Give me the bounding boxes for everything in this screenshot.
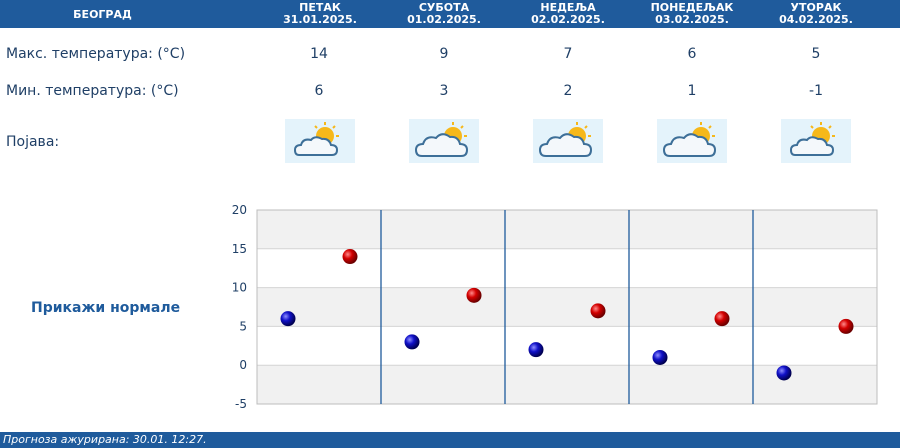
sun-behind-cloud-icon [781,119,851,163]
min-temp-point [528,342,544,358]
grid-band [257,326,877,366]
cloud-with-sun-icon [533,119,603,163]
y-tick-label: 10 [232,281,247,295]
max-temp-value: 6 [687,46,697,62]
y-tick-label: 20 [232,203,247,217]
day-date: 02.02.2025. [531,13,605,26]
max-temp-value: 7 [563,46,573,62]
city-name: БЕОГРАД [73,7,132,21]
min-temp-value: 3 [439,83,449,99]
day-date: 31.01.2025. [283,13,357,26]
grid-band [257,248,877,288]
phenomenon-label: Појава: [6,134,60,150]
min-temp-label: Мин. температура: (°C) [6,83,179,99]
y-tick-label: -5 [235,397,247,411]
day-header-5: УТОРАК 04.02.2025. [754,0,878,28]
min-temp-point [404,334,420,350]
day-date: 03.02.2025. [655,13,729,26]
y-tick-label: 0 [239,358,247,372]
day-name: СУБОТА [418,1,470,14]
day-name: НЕДЕЉА [540,1,596,14]
sun-behind-cloud-icon [285,119,355,163]
max-temp-point [714,311,730,327]
cloud-with-sun-icon [657,119,727,163]
day-header-3: НЕДЕЉА 02.02.2025. [506,0,630,28]
day-header-1: ПЕТАК 31.01.2025. [258,0,382,28]
min-temp-point [776,365,792,381]
min-temp-value: -1 [809,83,823,99]
plot-border [256,209,878,405]
day-header-2: СУБОТА 01.02.2025. [382,0,506,28]
show-normals-link[interactable]: Прикажи нормале [31,300,181,316]
day-name: ПОНЕДЕЉАК [650,1,734,14]
forecast-header: БЕОГРАД ПЕТАК 31.01.2025. СУБОТА 01.02.2… [0,0,900,28]
max-temp-point [466,287,482,303]
max-temp-value: 5 [811,46,821,62]
max-temp-value: 9 [439,46,449,62]
max-temp-point [342,249,358,265]
max-temp-point [838,318,854,334]
y-tick-label: 5 [239,319,247,333]
grid-band [257,210,877,249]
day-name: ПЕТАК [299,1,341,14]
day-date: 01.02.2025. [407,13,481,26]
min-temp-value: 1 [687,83,697,99]
day-name: УТОРАК [790,1,842,14]
update-text: Прогноза ажурирана: 30.01. 12:27. [3,433,207,446]
cloud-with-sun-icon [409,119,479,163]
grid-band [257,365,877,404]
update-footer: Прогноза ажурирана: 30.01. 12:27. [0,432,900,448]
min-temp-point [652,349,668,365]
min-temp-point [280,311,296,327]
y-tick-label: 15 [232,242,247,256]
max-temp-point [590,303,606,319]
day-date: 04.02.2025. [779,13,853,26]
min-temp-value: 6 [314,83,324,99]
grid-band [257,287,877,327]
max-temp-label: Макс. температура: (°C) [6,46,186,62]
max-temp-value: 14 [310,46,328,62]
day-header-4: ПОНЕДЕЉАК 03.02.2025. [630,0,754,28]
min-temp-value: 2 [563,83,573,99]
